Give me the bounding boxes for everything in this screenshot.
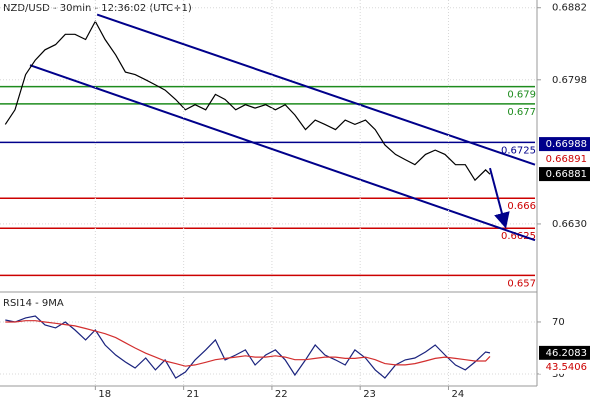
y-tick-label: 30: [552, 369, 565, 380]
y-tick-label: 0.6630: [552, 219, 587, 230]
series-line: [5, 315, 491, 379]
level-label: 0.6625: [501, 231, 536, 242]
price-tag: [539, 359, 590, 374]
channel-line: [29, 64, 536, 242]
price-tag: [539, 137, 590, 152]
channel-line: [96, 13, 536, 166]
rsi-title: RSI14 - 9MA: [3, 298, 64, 309]
y-tick-label: 70: [552, 317, 565, 328]
x-tick-label: 22: [275, 389, 288, 400]
level-label: 0.657: [507, 278, 536, 289]
level-label: 0.666: [507, 201, 536, 212]
x-tick-label: 24: [451, 389, 464, 400]
price-tag-label: 43.5406: [546, 362, 587, 373]
price-tag-label: 0.66891: [546, 154, 587, 165]
x-tick-label: 23: [363, 389, 376, 400]
series-line: [4, 20, 491, 182]
price-tag: [539, 152, 590, 167]
price-tag-label: 0.66988: [546, 139, 587, 150]
price-tag: [539, 167, 590, 182]
chart-title: NZD/USD - 30min - 12:36:02 (UTC+1): [3, 3, 192, 14]
level-label: 0.679: [507, 90, 536, 101]
y-tick-label: 0.6798: [552, 75, 587, 86]
y-tick-label: 0.6882: [552, 3, 587, 14]
forecast-arrow: [489, 167, 510, 229]
x-tick-label: 21: [187, 389, 200, 400]
level-label: 0.6725: [501, 145, 536, 156]
x-tick-label: 18: [98, 389, 111, 400]
series-line: [5, 320, 491, 367]
level-label: 0.677: [507, 107, 536, 118]
price-tag: [539, 345, 590, 360]
price-tag-label: 46.2083: [546, 348, 587, 359]
price-tag-label: 0.66881: [546, 169, 587, 180]
